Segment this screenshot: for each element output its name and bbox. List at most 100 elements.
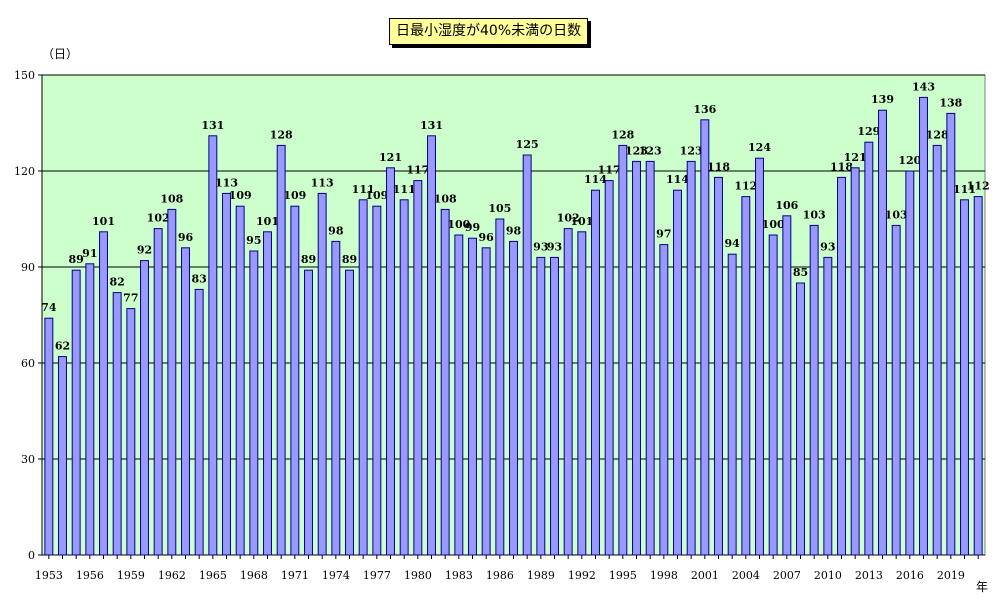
bar (509, 240, 518, 556)
data-label: 139 (871, 93, 894, 106)
bar (140, 260, 149, 556)
bar (194, 288, 204, 556)
bar (481, 247, 491, 556)
bar (112, 292, 122, 556)
bar (276, 144, 286, 556)
data-label: 109 (283, 189, 306, 202)
data-label: 129 (857, 125, 880, 138)
bar (932, 144, 942, 556)
bar (440, 208, 450, 556)
bar (714, 176, 723, 556)
data-label: 101 (256, 215, 279, 228)
x-tick-label: 1986 (486, 569, 514, 582)
bar (317, 192, 327, 556)
data-label: 118 (707, 160, 730, 173)
bar (222, 192, 231, 556)
bar (235, 205, 245, 556)
bar (850, 167, 860, 556)
bar (249, 250, 259, 556)
bar (960, 199, 969, 556)
x-tick-label: 1962 (158, 569, 186, 582)
data-label: 124 (748, 141, 771, 154)
bar (522, 154, 532, 556)
data-label: 103 (885, 208, 908, 221)
data-label: 118 (830, 160, 853, 173)
x-tick-label: 2013 (855, 569, 883, 582)
x-tick-label: 2004 (732, 569, 760, 582)
bar (399, 199, 409, 556)
bar (536, 256, 546, 556)
x-tick-label: 1977 (363, 569, 391, 582)
data-label: 83 (192, 272, 207, 285)
bar (727, 253, 737, 556)
y-tick-label: 120 (14, 165, 35, 178)
bar (386, 167, 395, 556)
data-label: 89 (69, 253, 84, 266)
bar (577, 231, 587, 556)
bar (741, 196, 751, 556)
data-label: 128 (926, 128, 949, 141)
data-label: 131 (420, 119, 443, 132)
data-label: 123 (625, 144, 648, 157)
bar (99, 231, 108, 556)
bar (331, 240, 341, 556)
y-tick-label: 0 (28, 549, 35, 562)
bar (454, 234, 464, 556)
bar (768, 234, 778, 556)
data-label: 136 (693, 103, 716, 116)
bar (673, 189, 682, 556)
data-label: 103 (803, 208, 826, 221)
data-label: 125 (516, 138, 539, 151)
x-tick-label: 2019 (937, 569, 965, 582)
data-label: 123 (639, 144, 662, 157)
data-label: 98 (328, 224, 344, 237)
data-label: 108 (434, 192, 457, 205)
data-label: 112 (734, 180, 757, 193)
data-label: 106 (775, 199, 798, 212)
data-label: 128 (270, 128, 293, 141)
x-tick-label: 1959 (117, 569, 145, 582)
data-label: 105 (488, 202, 511, 215)
data-label: 62 (55, 340, 70, 353)
data-label: 96 (479, 231, 495, 244)
x-tick-label: 2001 (691, 569, 719, 582)
bar (946, 112, 956, 556)
data-label: 102 (557, 212, 580, 225)
data-label: 117 (406, 164, 429, 177)
data-label: 98 (506, 224, 522, 237)
bar (495, 218, 505, 556)
data-label: 128 (611, 128, 634, 141)
data-label: 74 (41, 301, 57, 314)
bar (823, 256, 833, 556)
bar (891, 224, 901, 556)
data-label: 101 (92, 215, 115, 228)
data-label: 111 (953, 183, 976, 196)
bar (864, 141, 874, 556)
y-tick-label: 30 (21, 453, 35, 466)
data-label: 121 (379, 151, 402, 164)
x-tick-label: 1995 (609, 569, 637, 582)
data-label: 92 (137, 244, 152, 257)
data-label: 82 (110, 276, 125, 289)
bar (686, 160, 696, 556)
data-label: 95 (246, 234, 261, 247)
bar (591, 189, 600, 556)
bar (71, 269, 81, 556)
y-axis-unit-label: （日） (42, 47, 79, 61)
bar (85, 263, 95, 556)
data-label: 123 (680, 144, 703, 157)
bar (468, 237, 477, 556)
data-label: 93 (533, 240, 548, 253)
data-label: 109 (229, 189, 252, 202)
data-label: 120 (898, 154, 921, 167)
data-label: 111 (393, 183, 416, 196)
data-label: 109 (365, 189, 388, 202)
bar (413, 180, 423, 556)
data-label: 96 (178, 231, 194, 244)
bar (905, 170, 915, 556)
data-label: 108 (160, 192, 183, 205)
bar (645, 160, 655, 556)
bar (700, 119, 710, 556)
x-axis-unit-label: 年 (976, 580, 989, 594)
